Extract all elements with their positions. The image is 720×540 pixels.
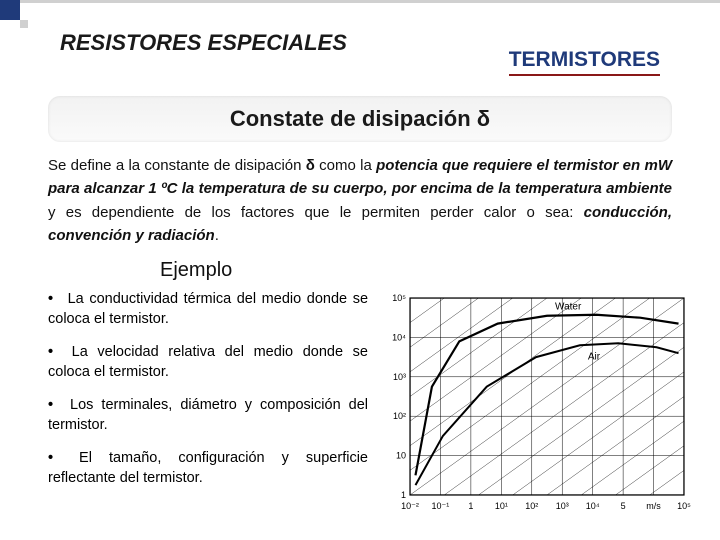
- svg-text:10: 10: [396, 451, 406, 461]
- svg-text:10⁴: 10⁴: [392, 332, 406, 342]
- slide-title-left: RESISTORES ESPECIALES: [60, 30, 347, 56]
- example-heading: Ejemplo: [160, 259, 720, 282]
- slide-title-right: TERMISTORES: [509, 48, 660, 76]
- para-text-1: Se define a la constante de disipación: [48, 157, 306, 174]
- svg-text:10⁵: 10⁵: [392, 293, 406, 303]
- svg-text:10²: 10²: [525, 501, 538, 511]
- para-text-3: y es dependiente de los factores que le …: [48, 204, 584, 221]
- list-item: • Los terminales, diámetro y composición…: [48, 396, 368, 435]
- header: RESISTORES ESPECIALES TERMISTORES: [0, 0, 720, 86]
- section-box: Constate de disipación δ: [48, 96, 672, 142]
- bullet-text: Los terminales, diámetro y composición d…: [48, 397, 368, 433]
- accent-square: [0, 0, 20, 20]
- svg-text:10³: 10³: [393, 372, 406, 382]
- svg-text:1: 1: [468, 501, 473, 511]
- accent-square-small: [20, 20, 28, 28]
- svg-text:10⁻¹: 10⁻¹: [432, 501, 450, 511]
- bullet-text: La velocidad relativa del medio donde se…: [48, 344, 368, 380]
- para-text-2: como la: [315, 157, 376, 174]
- svg-text:10⁴: 10⁴: [586, 501, 600, 511]
- list-item: • La velocidad relativa del medio donde …: [48, 343, 368, 382]
- bullet-list: • La conductividad térmica del medio don…: [48, 290, 368, 515]
- svg-text:10³: 10³: [556, 501, 569, 511]
- bullet-text: La conductividad térmica del medio donde…: [48, 291, 368, 327]
- svg-text:Water: Water: [555, 302, 582, 313]
- svg-text:m/s: m/s: [646, 501, 661, 511]
- list-item: • El tamaño, configuración y superficie …: [48, 449, 368, 488]
- svg-text:10⁵: 10⁵: [677, 501, 691, 511]
- dissipation-chart: 10⁻² 10⁻¹ 1 10¹ 10² 10³ 10⁴ 5 m/s 10⁵ 10⁵ 10⁴ 10³ 10²…: [382, 290, 692, 515]
- svg-text:5: 5: [621, 501, 626, 511]
- svg-text:10²: 10²: [393, 411, 406, 421]
- para-text-4: .: [215, 227, 219, 244]
- svg-text:1: 1: [401, 490, 406, 500]
- svg-text:Air: Air: [588, 351, 601, 362]
- svg-text:10¹: 10¹: [495, 501, 508, 511]
- list-item: • La conductividad térmica del medio don…: [48, 290, 368, 329]
- svg-text:10⁻²: 10⁻²: [401, 501, 419, 511]
- lower-row: • La conductividad térmica del medio don…: [48, 290, 720, 515]
- para-delta: δ: [306, 157, 315, 174]
- chart-svg: 10⁻² 10⁻¹ 1 10¹ 10² 10³ 10⁴ 5 m/s 10⁵ 10⁵ 10⁴ 10³ 10²…: [382, 290, 692, 515]
- definition-paragraph: Se define a la constante de disipación δ…: [48, 154, 672, 247]
- section-title: Constate de disipación δ: [230, 106, 490, 131]
- bullet-text: El tamaño, configuración y superficie re…: [48, 450, 368, 486]
